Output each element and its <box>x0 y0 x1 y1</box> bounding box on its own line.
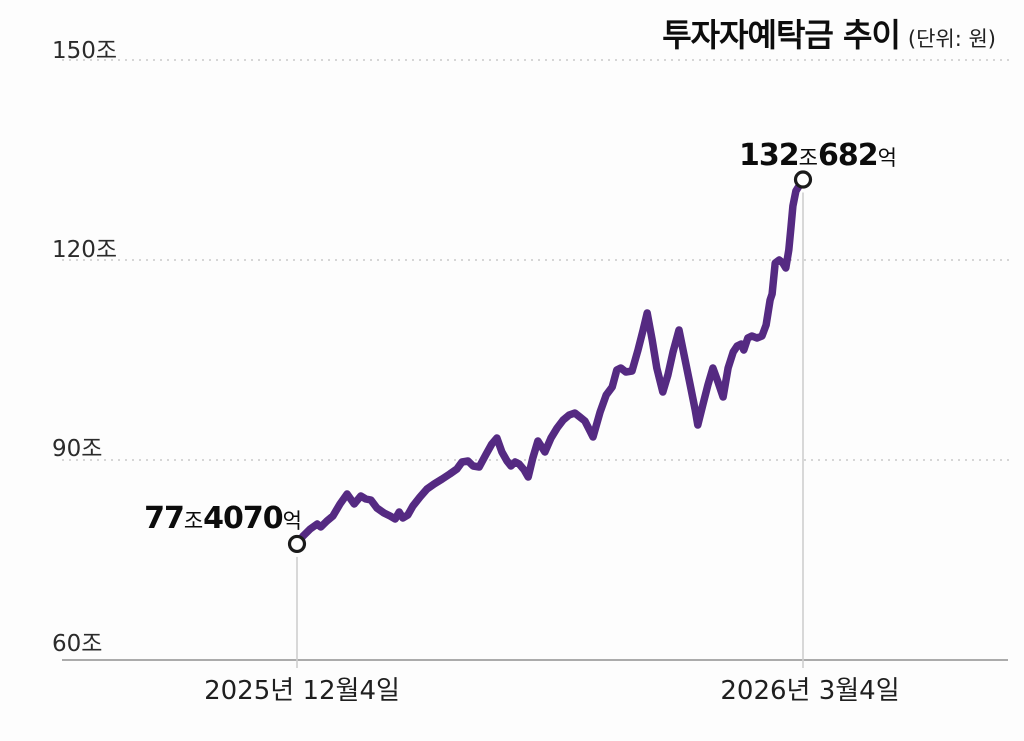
start-value-number2: 4070 <box>203 501 283 536</box>
x-axis-label-end: 2026년 3월4일 <box>720 676 900 706</box>
chart-title-text: 투자자예탁금 추이 <box>662 16 901 54</box>
chart-title-unit: (단위: 원) <box>907 27 996 51</box>
y-axis-label-150: 150조 <box>52 38 118 64</box>
deposit-trend-line <box>293 175 807 548</box>
x-axis-label-start: 2025년 12월4일 <box>204 676 400 706</box>
start-value-unit-eok: 억 <box>282 509 302 533</box>
end-value-number: 132 <box>739 138 800 173</box>
end-value-unit-eok: 억 <box>877 146 897 170</box>
end-value-number2: 682 <box>817 138 879 173</box>
start-point-marker <box>287 534 307 554</box>
chart-title: 투자자예탁금 추이 (단위: 원) <box>662 10 996 56</box>
start-value-number: 77 <box>144 501 185 536</box>
end-value-label: 132조682억 <box>739 138 897 173</box>
end-point-marker <box>793 170 813 189</box>
y-axis-label-120: 120조 <box>52 237 118 263</box>
y-axis-label-90: 90조 <box>52 436 103 462</box>
start-value-label: 77조4070억 <box>144 501 302 536</box>
end-value-unit-jo: 조 <box>798 146 818 170</box>
y-axis-label-60: 60조 <box>52 631 103 657</box>
start-value-unit-jo: 조 <box>183 509 204 533</box>
